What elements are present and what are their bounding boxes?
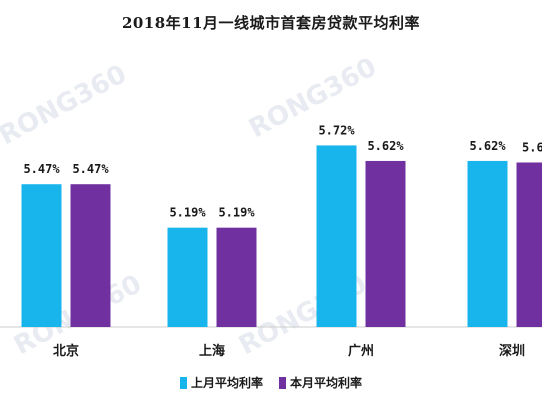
legend-label-series-2: 本月平均利率: [290, 376, 363, 390]
watermark-text: RONG360: [244, 52, 381, 144]
data-label-this-month-1: 5.47%: [72, 162, 109, 176]
category-label-3: 广州: [348, 343, 374, 359]
data-label-last-month-2: 5.19%: [169, 206, 206, 220]
legend-item-series-1: 上月平均利率: [179, 374, 263, 391]
legend-item-series-2: 本月平均利率: [279, 374, 362, 391]
bar-last-month-3: [316, 145, 357, 327]
bars-group: [21, 145, 542, 327]
data-label-last-month-3: 5.72%: [318, 123, 355, 137]
data-label-last-month-4: 5.62%: [469, 139, 506, 153]
category-label-1: 北京: [53, 343, 79, 359]
chart-title: 2018年11月一线城市首套房贷款平均利率: [121, 14, 421, 32]
legend: 上月平均利率 本月平均利率: [0, 374, 542, 391]
data-labels-group: 5.47% 5.47% 5.19% 5.19% 5.72% 5.62% 5.62% 5.61: [23, 123, 542, 219]
category-labels-group: 北京 上海 广州 深圳: [53, 343, 525, 359]
legend-swatch-series-1: [179, 376, 187, 389]
category-label-4: 深圳: [499, 343, 525, 359]
bar-this-month-3: [365, 160, 406, 327]
category-label-2: 上海: [199, 343, 225, 359]
bar-this-month-2: [216, 227, 257, 327]
data-label-this-month-3: 5.62%: [367, 139, 404, 153]
bar-this-month-1: [70, 184, 111, 327]
bar-last-month-4: [467, 160, 508, 327]
data-label-this-month-2: 5.19%: [218, 206, 255, 220]
data-label-last-month-1: 5.47%: [23, 162, 60, 176]
legend-label-series-1: 上月平均利率: [190, 376, 263, 390]
legend-swatch-series-2: [279, 376, 286, 389]
bar-this-month-4: [516, 162, 542, 327]
data-label-this-month-4: 5.61: [522, 140, 542, 154]
bar-last-month-1: [21, 184, 62, 327]
bar-last-month-2: [167, 227, 208, 327]
watermark-text: RONG360: [0, 59, 131, 151]
